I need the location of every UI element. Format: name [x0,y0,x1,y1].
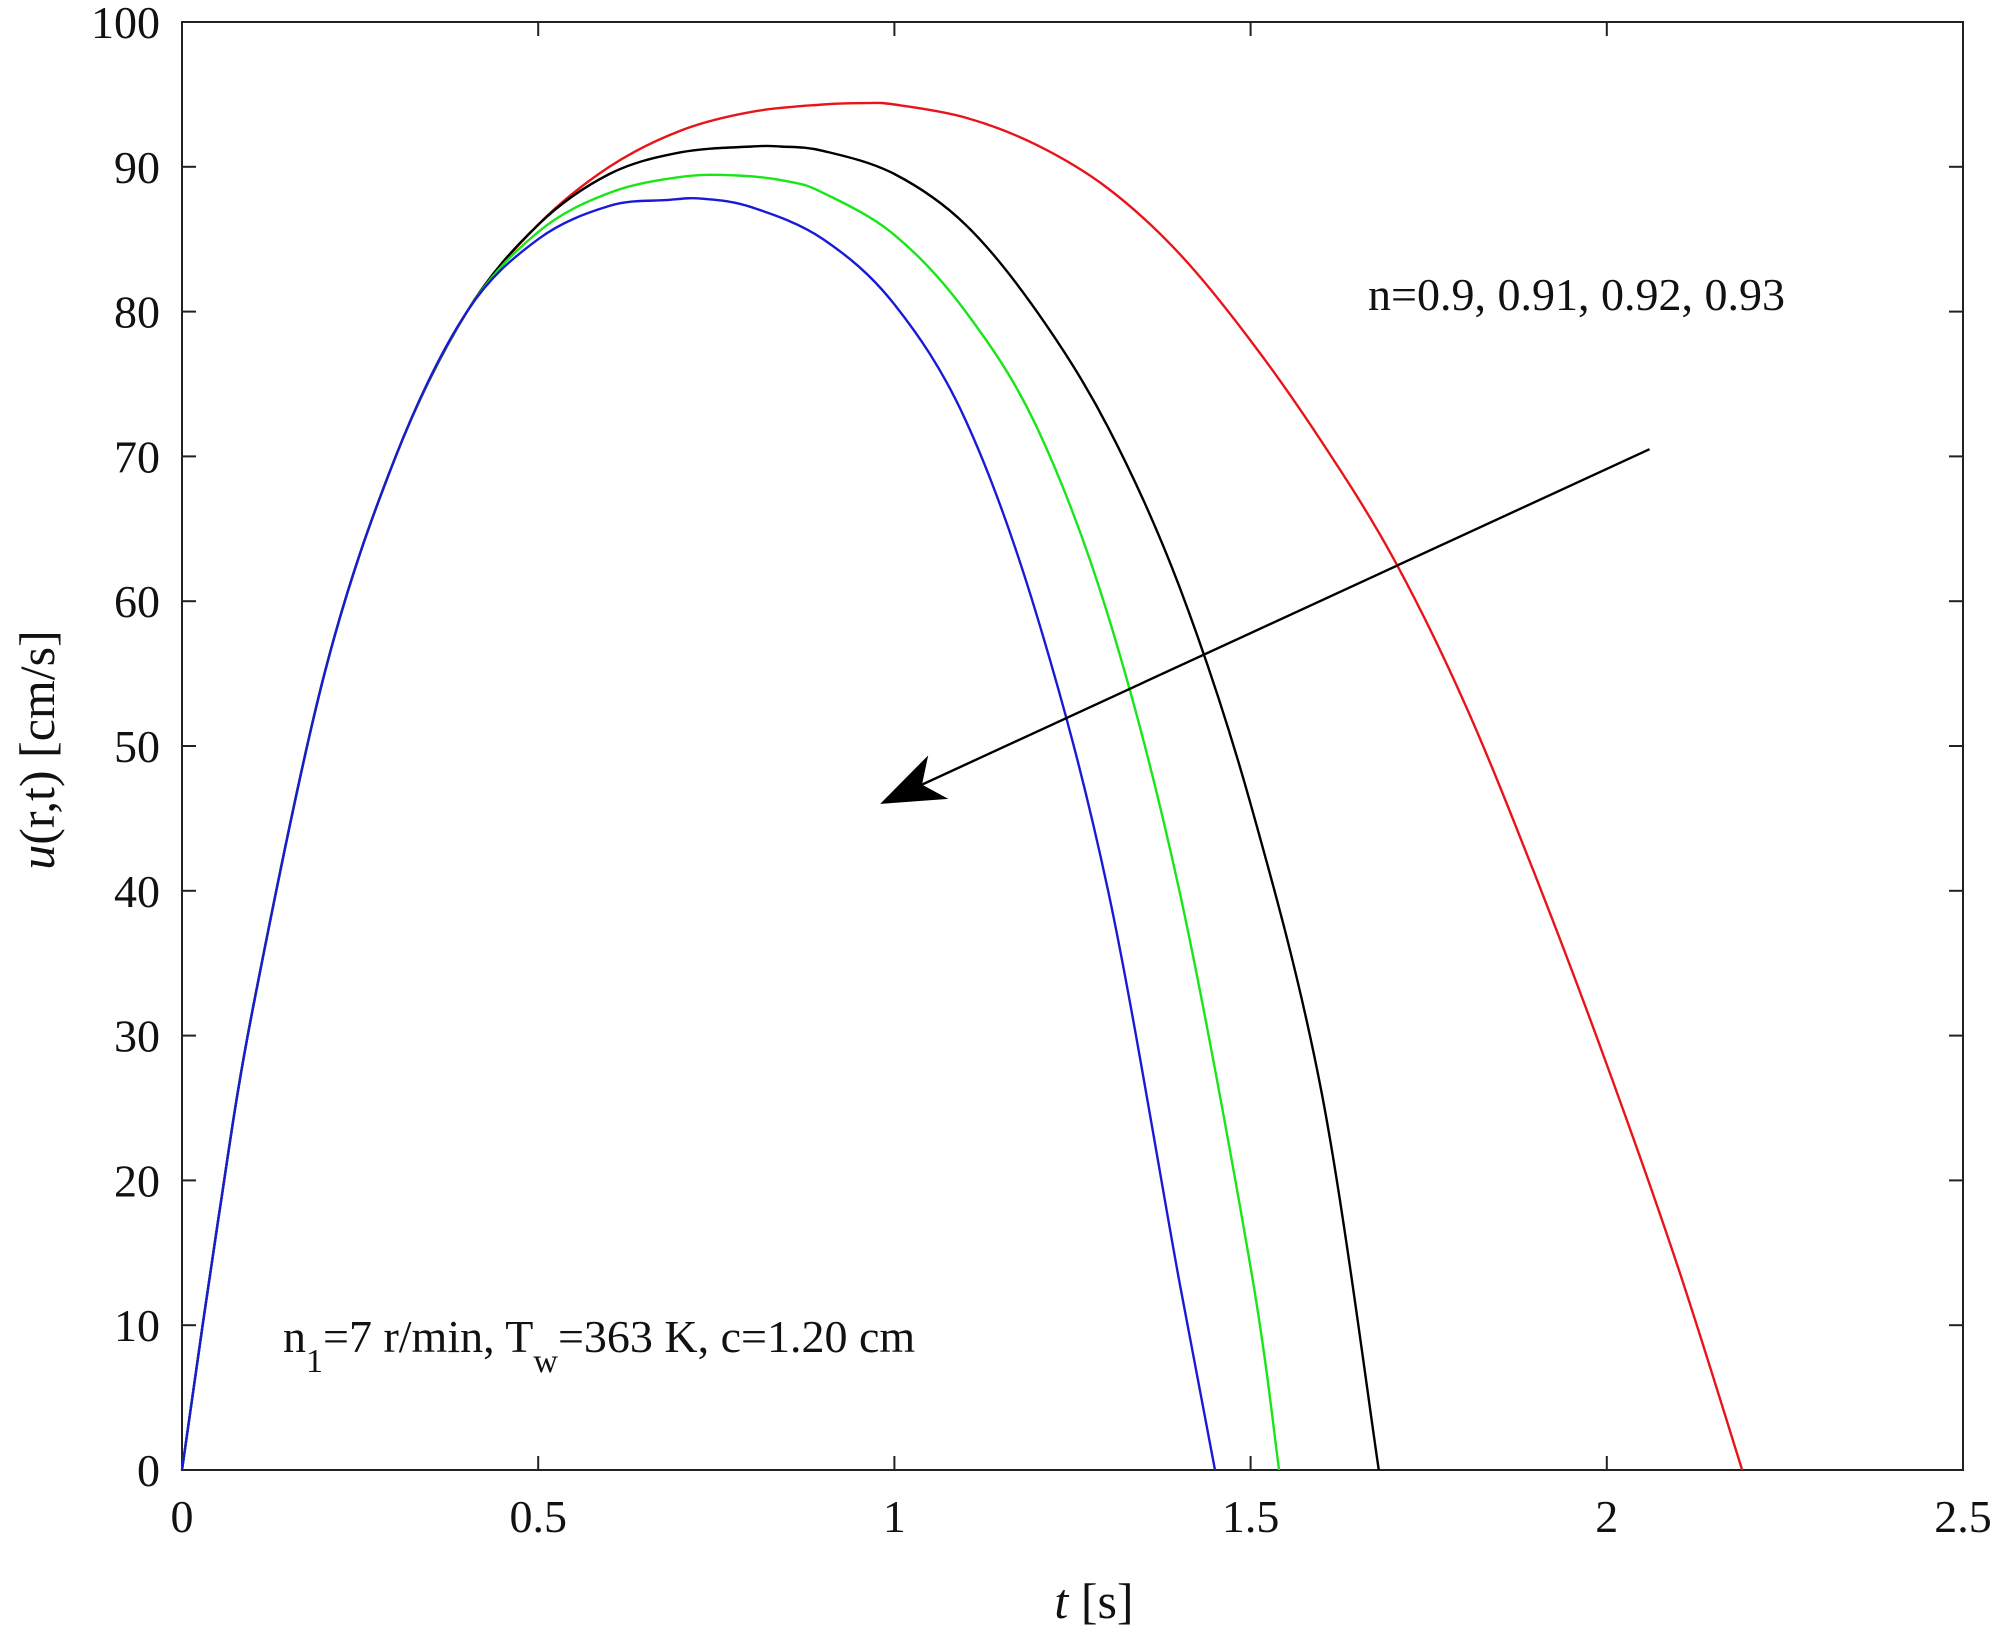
trend-arrow [880,448,1651,804]
y-tick-label: 10 [114,1300,160,1351]
y-tick-label: 30 [114,1011,160,1062]
series-line-4 [180,197,1217,1471]
arrow-head [880,755,949,804]
x-axis-title: t [s] [1054,1573,1133,1629]
y-tick-label: 80 [114,287,160,338]
y-tick-label: 50 [114,721,160,772]
x-tick-label: 1 [883,1491,906,1542]
y-tick-label: 60 [114,576,160,627]
y-tick-label: 0 [137,1445,160,1496]
axis-ticks [181,21,1964,1471]
y-axis-title: u(r,t) [cm/s] [9,630,65,870]
y-tick-label: 20 [114,1155,160,1206]
x-tick-label: 2 [1595,1491,1618,1542]
arrow-shaft [921,448,1651,786]
y-tick-label: 90 [114,142,160,193]
annotation-n-values: n=0.9, 0.91, 0.92, 0.93 [1368,269,1785,320]
x-tick-label: 0 [171,1491,194,1542]
series-lines [180,101,1744,1471]
y-tick-label: 100 [91,0,160,48]
y-tick-label: 70 [114,431,160,482]
series-line-3 [180,173,1281,1471]
x-tick-label: 2.5 [1934,1491,1992,1542]
tick-labels: 0 0.5 1 1.5 2 2.5 0 10 20 30 40 50 60 70 80 90 100 [91,0,1992,1542]
x-tick-label: 1.5 [1222,1491,1280,1542]
series-line-2 [180,144,1380,1471]
annotation-parameters: n1=7 r/min, Tw=363 K, c=1.20 cm [283,1311,915,1380]
x-tick-label: 0.5 [509,1491,567,1542]
y-tick-label: 40 [114,866,160,917]
